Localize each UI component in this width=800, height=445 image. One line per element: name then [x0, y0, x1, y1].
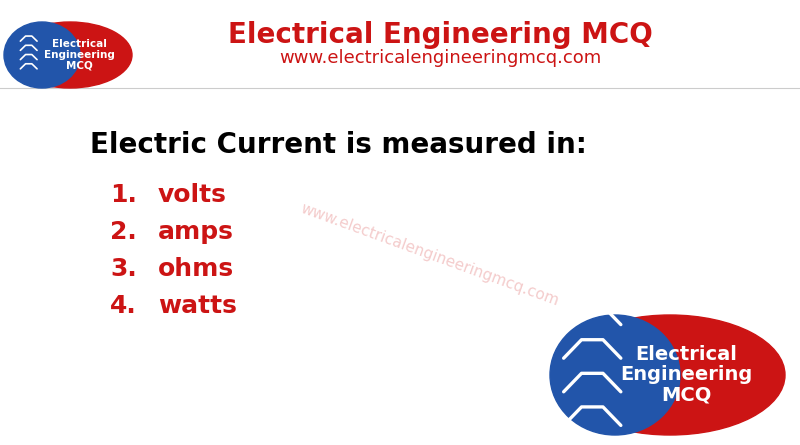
Text: 4.: 4. — [110, 294, 137, 318]
Text: Engineering: Engineering — [44, 50, 115, 60]
Text: www.electricalengineeringmcq.com: www.electricalengineeringmcq.com — [279, 49, 601, 67]
Text: 2.: 2. — [110, 220, 137, 244]
Text: MCQ: MCQ — [66, 61, 93, 71]
Ellipse shape — [555, 315, 785, 435]
Ellipse shape — [550, 315, 680, 435]
Text: Engineering: Engineering — [620, 365, 752, 384]
Text: ohms: ohms — [158, 257, 234, 281]
Text: Electrical Engineering MCQ: Electrical Engineering MCQ — [228, 21, 652, 49]
Text: Electric Current is measured in:: Electric Current is measured in: — [90, 131, 587, 159]
Ellipse shape — [8, 22, 132, 88]
Text: www.electricalengineeringmcq.com: www.electricalengineeringmcq.com — [298, 201, 562, 309]
Text: Electrical: Electrical — [52, 39, 107, 49]
Text: MCQ: MCQ — [661, 386, 711, 405]
Text: 1.: 1. — [110, 183, 137, 207]
Text: 3.: 3. — [110, 257, 137, 281]
Text: amps: amps — [158, 220, 234, 244]
Text: Electrical: Electrical — [635, 345, 737, 364]
Text: volts: volts — [158, 183, 227, 207]
Text: watts: watts — [158, 294, 237, 318]
Ellipse shape — [4, 22, 80, 88]
